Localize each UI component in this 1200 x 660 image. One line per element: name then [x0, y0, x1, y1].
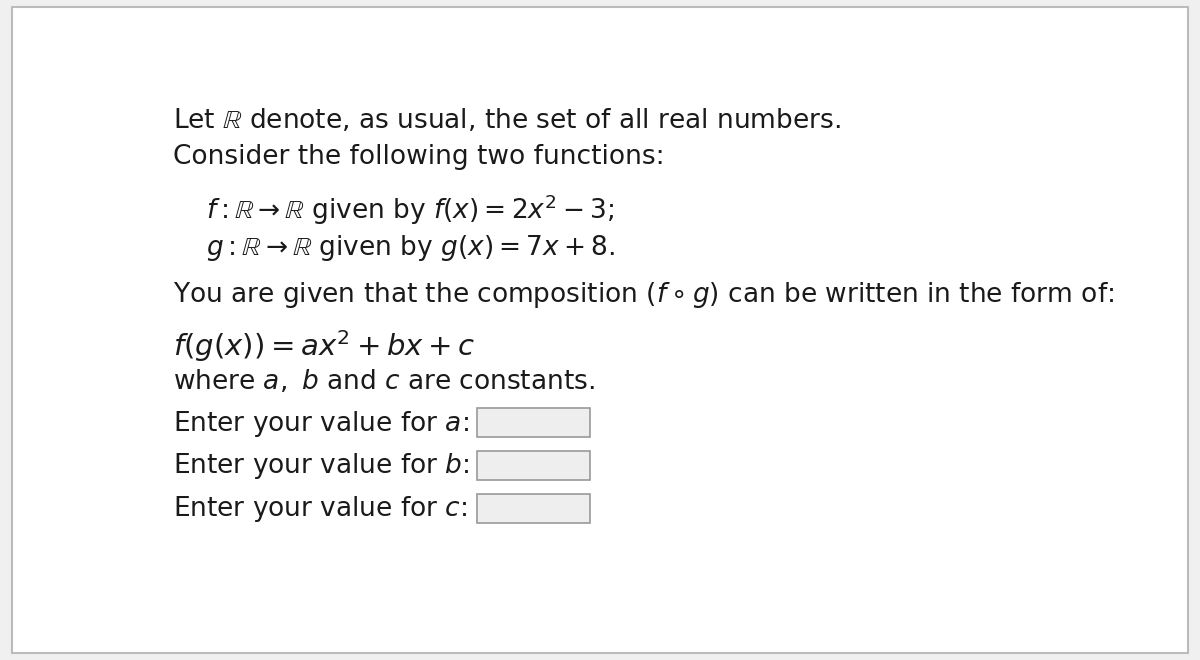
Text: You are given that the composition $(f \circ g)$ can be written in the form of:: You are given that the composition $(f \… [173, 280, 1115, 310]
Text: Enter your value for $a$:: Enter your value for $a$: [173, 409, 469, 438]
Text: Consider the following two functions:: Consider the following two functions: [173, 145, 665, 170]
Text: Let $\mathbb{R}$ denote, as usual, the set of all real numbers.: Let $\mathbb{R}$ denote, as usual, the s… [173, 107, 841, 134]
FancyBboxPatch shape [478, 451, 590, 480]
Text: $f(g(x)) = ax^2 + bx + c$: $f(g(x)) = ax^2 + bx + c$ [173, 328, 475, 364]
Text: Enter your value for $c$:: Enter your value for $c$: [173, 494, 468, 525]
Text: $f : \mathbb{R} \rightarrow \mathbb{R}$ given by $f(x) = 2x^2 - 3;$: $f : \mathbb{R} \rightarrow \mathbb{R}$ … [206, 192, 614, 226]
FancyBboxPatch shape [478, 408, 590, 438]
Text: $g : \mathbb{R} \rightarrow \mathbb{R}$ given by $g(x) = 7x + 8.$: $g : \mathbb{R} \rightarrow \mathbb{R}$ … [206, 233, 614, 263]
FancyBboxPatch shape [478, 494, 590, 523]
Text: Enter your value for $b$:: Enter your value for $b$: [173, 451, 470, 481]
Text: where $a,\ b$ and $c$ are constants.: where $a,\ b$ and $c$ are constants. [173, 368, 595, 395]
